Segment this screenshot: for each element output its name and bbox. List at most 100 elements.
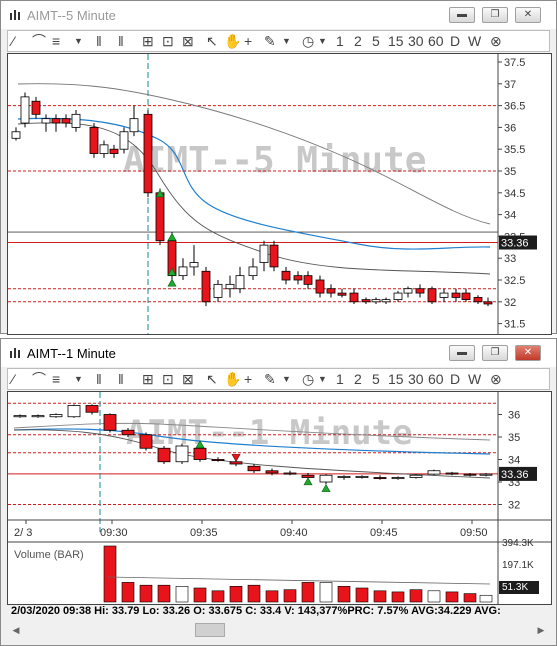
bars-icon[interactable]: ‖ — [96, 33, 102, 49]
candle — [225, 283, 235, 290]
ma-blue — [13, 428, 491, 455]
area-icon[interactable]: ⌒ — [32, 371, 46, 387]
candle — [89, 127, 99, 154]
volume-bar — [283, 589, 297, 603]
volume-label: 51.3K — [502, 582, 528, 593]
bars2-icon[interactable]: ‖ — [118, 371, 124, 387]
chevron-down-icon[interactable]: ▼ — [318, 374, 327, 384]
scroll-left-icon[interactable]: ◀ — [12, 625, 20, 635]
interval-2[interactable]: 2 — [354, 33, 362, 49]
close-icon[interactable]: ✕ — [515, 345, 541, 361]
buy-signal-arrow — [195, 440, 205, 449]
minimize-icon[interactable]: ▬ — [449, 7, 475, 23]
interval-60[interactable]: 60 — [428, 33, 444, 49]
area-icon[interactable]: ⌒ — [32, 33, 46, 49]
interval-w[interactable]: W — [468, 33, 482, 49]
candle — [301, 474, 315, 478]
candle — [211, 459, 225, 462]
candle — [479, 473, 493, 476]
watermark: AIMT--1 Minute — [126, 413, 413, 453]
scroll-thumb[interactable] — [195, 623, 225, 637]
buy-signal-arrow — [155, 189, 165, 198]
chevron-down-icon[interactable]: ▼ — [318, 36, 327, 46]
draw-icon[interactable]: ≡ — [52, 33, 61, 49]
title-bar[interactable]: AIMT--5 Minute ▬ ❐ ✕ — [1, 1, 556, 29]
interval-5[interactable]: 5 — [372, 371, 380, 387]
candle — [155, 192, 165, 242]
volume-bar — [337, 586, 351, 603]
price-chart-5min[interactable]: AIMT--5 Minute 37.5 37 36.5 36 35.5 35 34.5 34 3… — [7, 53, 552, 335]
hand-icon[interactable]: ✋ — [224, 33, 242, 49]
time-tick-label: 09:50 — [460, 527, 488, 539]
candle — [51, 118, 61, 124]
interval-60[interactable]: 60 — [428, 371, 444, 387]
plus-icon[interactable]: + — [244, 33, 253, 49]
fit-icon[interactable]: ⊠ — [182, 371, 194, 387]
chart-window-5-minute: AIMT--5 Minute ▬ ❐ ✕ ⁄ ⌒ ≡ ▼ ‖ ‖ ⊞ ⊡ ⊠ ↖… — [0, 0, 557, 335]
candle — [103, 414, 117, 431]
interval-5[interactable]: 5 — [372, 33, 380, 49]
fit-icon[interactable]: ⊠ — [182, 33, 194, 49]
chevron-down-icon[interactable]: ▼ — [282, 36, 291, 46]
draw-icon[interactable]: ≡ — [52, 371, 61, 387]
chevron-down-icon[interactable]: ▼ — [282, 374, 291, 384]
bars2-icon[interactable]: ‖ — [118, 33, 124, 49]
interval-w[interactable]: W — [468, 371, 482, 387]
interval-d[interactable]: D — [450, 33, 461, 49]
restore-icon[interactable]: ❐ — [482, 345, 508, 361]
candle — [393, 292, 403, 301]
pencil-icon[interactable]: ✎ — [264, 33, 276, 49]
zoom-icon[interactable]: ⊡ — [162, 33, 174, 49]
interval-1[interactable]: 1 — [336, 371, 344, 387]
volume-bar — [319, 582, 333, 603]
clock-icon[interactable]: ◷ — [302, 33, 315, 49]
zoom-icon[interactable]: ⊡ — [162, 371, 174, 387]
hand-icon[interactable]: ✋ — [224, 371, 242, 387]
close-icon[interactable]: ✕ — [515, 7, 541, 23]
interval-30[interactable]: 30 — [408, 371, 424, 387]
crosshair-icon[interactable]: ⊞ — [142, 33, 154, 49]
candle — [319, 474, 333, 483]
line-icon[interactable]: ⁄ — [12, 371, 15, 387]
volume-bar — [427, 590, 441, 603]
horizontal-scrollbar[interactable]: ◀ ▶ — [7, 621, 550, 639]
interval-1[interactable]: 1 — [336, 33, 344, 49]
restore-icon[interactable]: ❐ — [482, 7, 508, 23]
candle — [409, 474, 423, 478]
chevron-down-icon[interactable]: ▼ — [74, 36, 83, 46]
candle — [265, 470, 279, 474]
plus-icon[interactable]: + — [244, 371, 253, 387]
price-tick-label: 34.5 — [504, 188, 525, 200]
candle — [259, 244, 269, 263]
close-circle-icon[interactable]: ⊗ — [490, 33, 502, 49]
price-chart-1min[interactable]: AIMT--1 Minute 36 35 34 33 32 33.36 2/ 3 09:30 0… — [7, 391, 552, 605]
crosshair-icon[interactable]: ⊞ — [142, 371, 154, 387]
candle — [445, 472, 459, 475]
interval-15[interactable]: 15 — [388, 33, 404, 49]
pointer-icon[interactable]: ↖ — [206, 371, 218, 387]
pencil-icon[interactable]: ✎ — [264, 371, 276, 387]
chevron-down-icon[interactable]: ▼ — [74, 374, 83, 384]
title-bar[interactable]: AIMT--1 Minute ▬ ❐ ✕ — [1, 339, 556, 367]
buy-signal-arrow — [167, 232, 177, 241]
bars-icon[interactable]: ‖ — [96, 371, 102, 387]
pointer-icon[interactable]: ↖ — [206, 33, 218, 49]
window-title: AIMT--1 Minute — [27, 346, 116, 361]
candle — [175, 445, 189, 463]
volume-label: 197.1K — [502, 560, 534, 571]
close-circle-icon[interactable]: ⊗ — [490, 371, 502, 387]
interval-2[interactable]: 2 — [354, 371, 362, 387]
candle — [20, 96, 30, 124]
price-tick-label: 36 — [508, 410, 520, 422]
minimize-icon[interactable]: ▬ — [449, 345, 475, 361]
price-tick-label: 34 — [504, 210, 516, 222]
line-icon[interactable]: ⁄ — [12, 33, 15, 49]
scroll-right-icon[interactable]: ▶ — [537, 625, 545, 635]
clock-icon[interactable]: ◷ — [302, 371, 315, 387]
candle — [189, 262, 199, 268]
interval-d[interactable]: D — [450, 371, 461, 387]
interval-15[interactable]: 15 — [388, 371, 404, 387]
candle — [201, 270, 211, 303]
interval-30[interactable]: 30 — [408, 33, 424, 49]
